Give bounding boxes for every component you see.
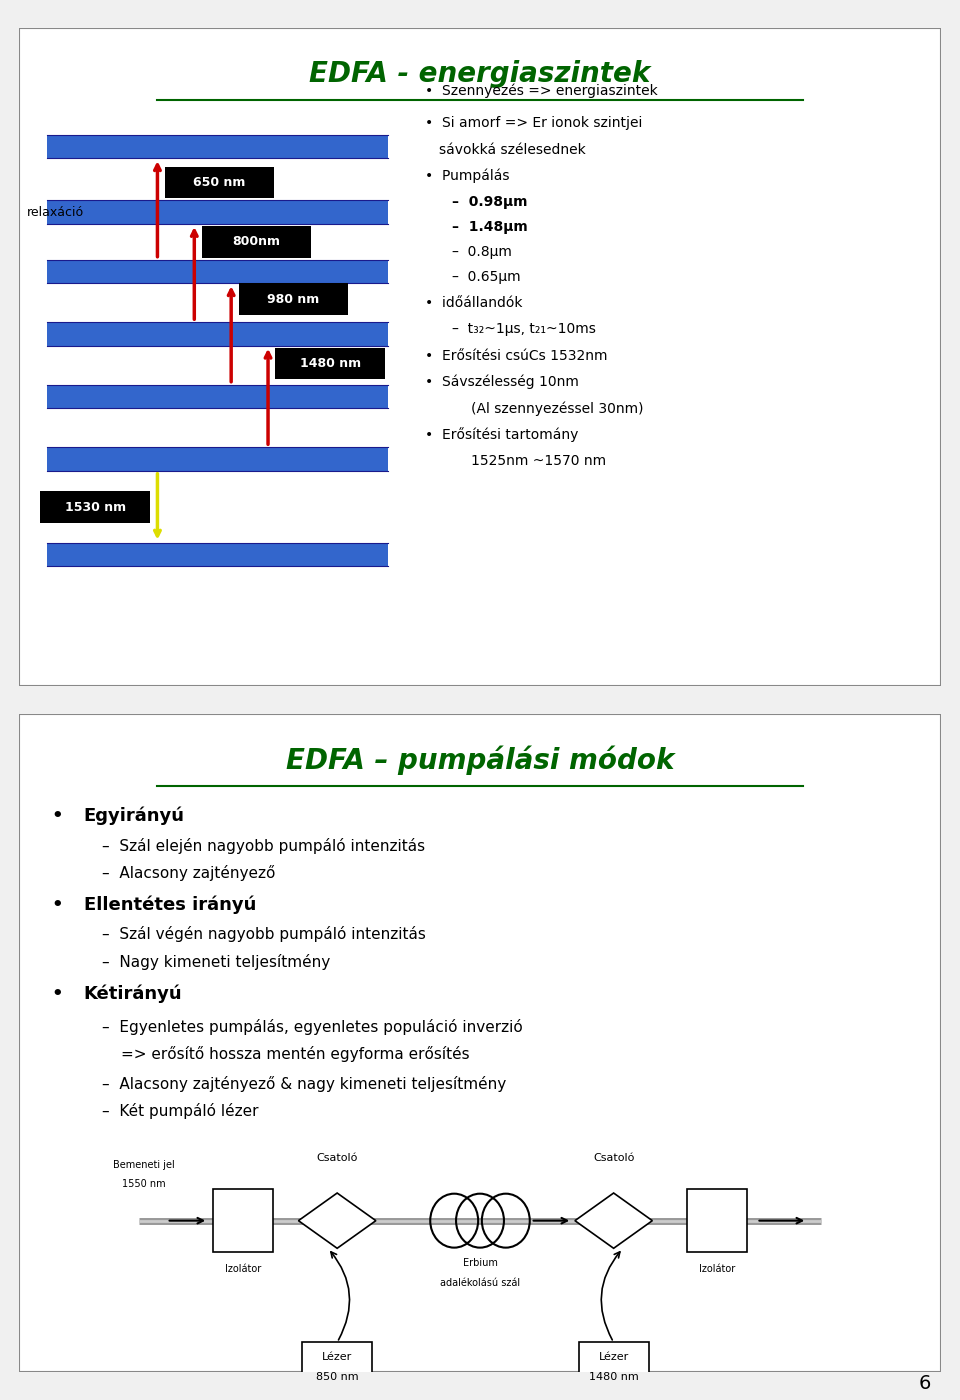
Text: relaxáció: relaxáció [27,206,84,218]
Text: •  Si amorf => Er ionok szintjei: • Si amorf => Er ionok szintjei [424,116,642,130]
Polygon shape [575,1193,653,1249]
Text: –  Szál elején nagyobb pumpáló intenzitás: – Szál elején nagyobb pumpáló intenzitás [102,837,425,854]
Text: => erősítő hossza mentén egyforma erősítés: => erősítő hossza mentén egyforma erősít… [121,1046,469,1063]
Text: 650 nm: 650 nm [194,176,246,189]
Text: 1480 nm: 1480 nm [300,357,361,370]
Polygon shape [299,1193,376,1249]
FancyBboxPatch shape [40,491,150,522]
Text: Ellentétes irányú: Ellentétes irányú [84,896,256,914]
Text: Egyirányú: Egyirányú [84,806,184,825]
Text: Bemeneti jel: Bemeneti jel [112,1159,175,1170]
Text: EDFA – pumpálási módok: EDFA – pumpálási módok [286,745,674,774]
Text: –  1.48μm: – 1.48μm [452,220,528,234]
Text: Izolátor: Izolátor [699,1264,735,1274]
Text: Lézer: Lézer [598,1352,629,1362]
Text: adalékolású szál: adalékolású szál [440,1278,520,1288]
Text: –  0.65μm: – 0.65μm [452,270,521,284]
Text: –  Alacsony zajtényező & nagy kimeneti teljesítmény: – Alacsony zajtényező & nagy kimeneti te… [102,1075,506,1092]
Text: 6: 6 [919,1373,931,1393]
Text: –  Nagy kimeneti teljesítmény: – Nagy kimeneti teljesítmény [102,953,330,970]
Text: –  Egyenletes pumpálás, egyenletes populáció inverzió: – Egyenletes pumpálás, egyenletes populá… [102,1019,523,1035]
Text: •  Szennyezés => energiaszintek: • Szennyezés => energiaszintek [424,83,658,98]
Text: –  0.98μm: – 0.98μm [452,196,528,210]
Bar [47,322,388,346]
Text: 1550 nm: 1550 nm [122,1179,165,1190]
Text: –  0.8μm: – 0.8μm [452,245,513,259]
Text: •  Sávszélesség 10nm: • Sávszélesség 10nm [424,375,579,389]
Bar [213,1189,273,1252]
Text: (Al szennyezéssel 30nm): (Al szennyezéssel 30nm) [470,400,643,416]
Text: Csatoló: Csatoló [317,1154,358,1163]
Text: 800nm: 800nm [232,235,280,248]
Bar [579,1343,649,1389]
Text: •: • [52,806,63,825]
Bar [47,134,388,158]
Text: Kétirányú: Kétirányú [84,984,182,1002]
Text: •  Erősítési csúCs 1532nm: • Erősítési csúCs 1532nm [424,349,608,363]
Text: –  Szál végén nagyobb pumpáló intenzitás: – Szál végén nagyobb pumpáló intenzitás [102,927,426,942]
Text: –  Alacsony zajtényező: – Alacsony zajtényező [102,865,276,881]
Text: •: • [52,896,63,914]
Text: •  Erősítési tartomány: • Erősítési tartomány [424,427,578,442]
Text: 1530 nm: 1530 nm [64,501,126,514]
Text: –  t₃₂~1μs, t₂₁~10ms: – t₃₂~1μs, t₂₁~10ms [452,322,596,336]
FancyBboxPatch shape [238,283,348,315]
Text: 850 nm: 850 nm [316,1372,358,1382]
Bar [47,543,388,566]
Text: •  Pumpálás: • Pumpálás [424,169,509,183]
Text: 980 nm: 980 nm [267,293,320,305]
Bar [302,1343,372,1389]
Bar [47,259,388,283]
Text: –  Két pumpáló lézer: – Két pumpáló lézer [102,1103,258,1120]
Text: 1525nm ~1570 nm: 1525nm ~1570 nm [470,454,606,468]
Bar [47,385,388,409]
Text: sávokká szélesednek: sávokká szélesednek [439,143,586,157]
FancyBboxPatch shape [202,225,311,258]
Text: EDFA - energiaszintek: EDFA - energiaszintek [309,60,651,88]
Text: Lézer: Lézer [322,1352,352,1362]
Bar [47,447,388,470]
Text: Izolátor: Izolátor [225,1264,261,1274]
Bar [687,1189,747,1252]
Text: 1480 nm: 1480 nm [588,1372,638,1382]
FancyBboxPatch shape [165,167,275,199]
Text: Csatoló: Csatoló [593,1154,635,1163]
Text: Erbium: Erbium [463,1259,497,1268]
Text: •: • [52,984,63,1002]
FancyBboxPatch shape [276,347,385,379]
Text: •  időállandók: • időállandók [424,295,522,309]
Bar [47,200,388,224]
